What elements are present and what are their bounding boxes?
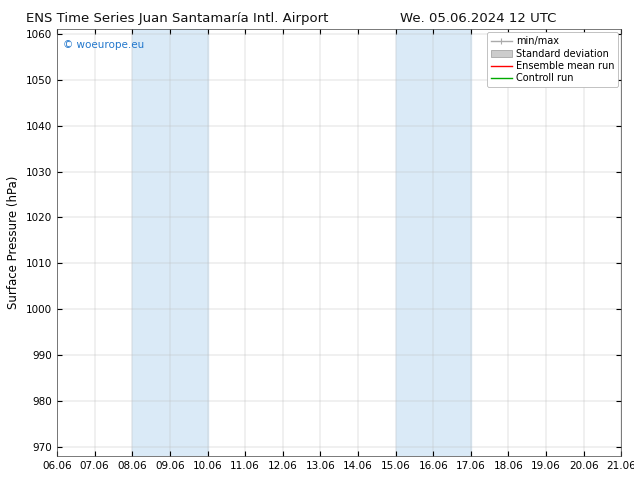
Bar — [396, 29, 471, 456]
Legend: min/max, Standard deviation, Ensemble mean run, Controll run: min/max, Standard deviation, Ensemble me… — [487, 32, 618, 87]
Text: ENS Time Series Juan Santamaría Intl. Airport: ENS Time Series Juan Santamaría Intl. Ai… — [27, 12, 328, 25]
Text: © woeurope.eu: © woeurope.eu — [63, 40, 144, 50]
Text: We. 05.06.2024 12 UTC: We. 05.06.2024 12 UTC — [401, 12, 557, 25]
Y-axis label: Surface Pressure (hPa): Surface Pressure (hPa) — [8, 176, 20, 309]
Bar — [133, 29, 207, 456]
